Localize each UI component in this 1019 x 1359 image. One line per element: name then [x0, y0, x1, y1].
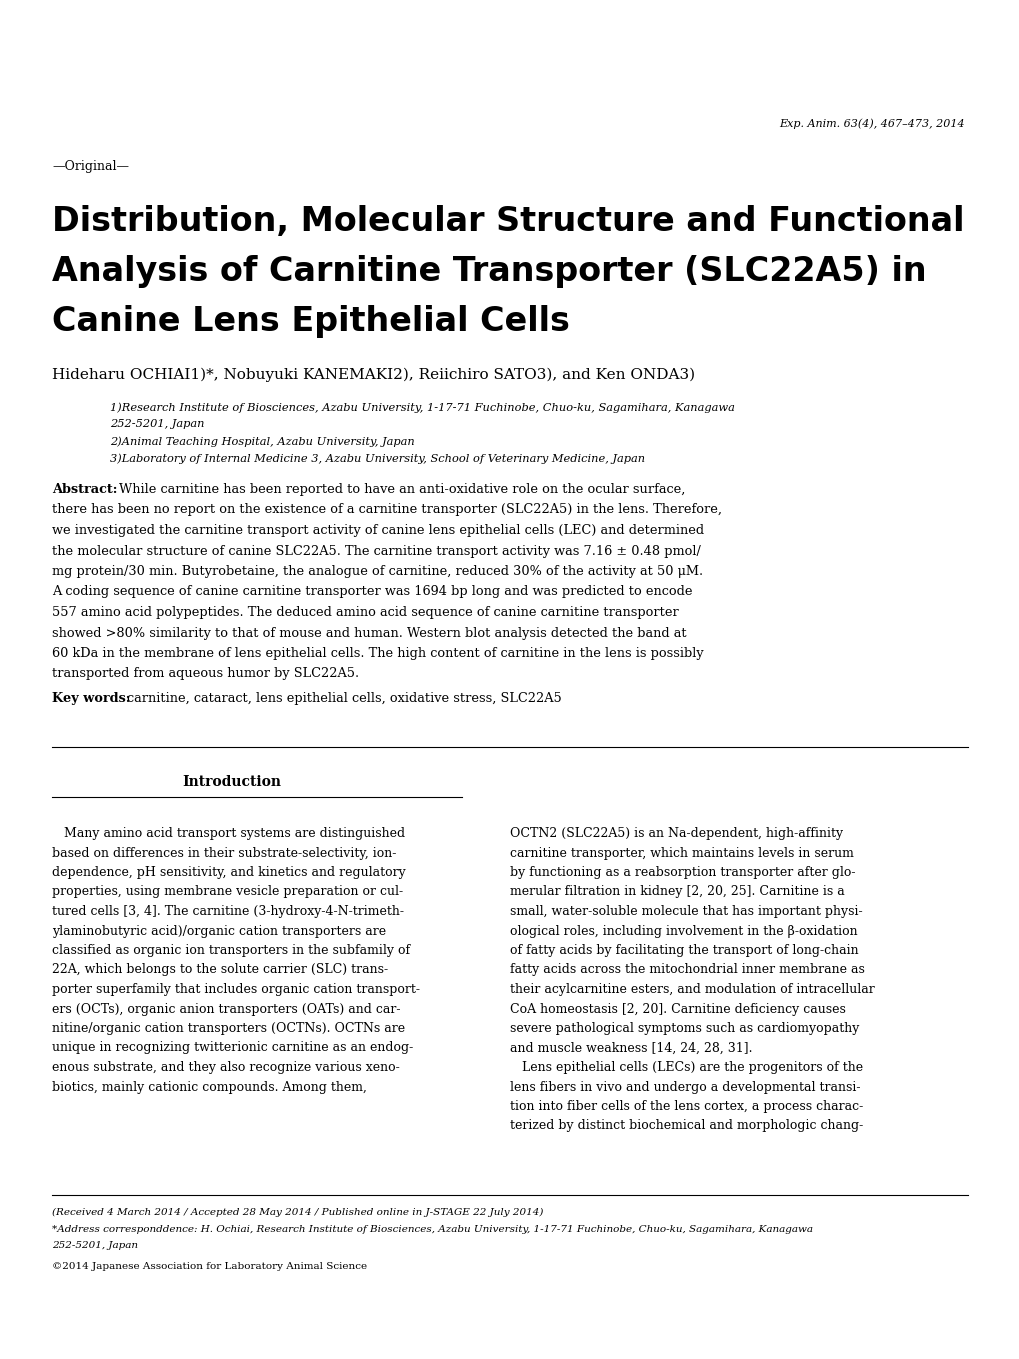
Text: While carnitine has been reported to have an anti-oxidative role on the ocular s: While carnitine has been reported to hav… — [119, 482, 685, 496]
Text: nitine/organic cation transporters (OCTNs). OCTNs are: nitine/organic cation transporters (OCTN… — [52, 1022, 405, 1036]
Text: based on differences in their substrate-selectivity, ion-: based on differences in their substrate-… — [52, 847, 396, 859]
Text: Exp. Anim. 63(4), 467–473, 2014: Exp. Anim. 63(4), 467–473, 2014 — [779, 118, 964, 129]
Text: mg protein/30 min. Butyrobetaine, the analogue of carnitine, reduced 30% of the : mg protein/30 min. Butyrobetaine, the an… — [52, 565, 702, 578]
Text: Lens epithelial cells (LECs) are the progenitors of the: Lens epithelial cells (LECs) are the pro… — [510, 1061, 862, 1074]
Text: 252-5201, Japan: 252-5201, Japan — [52, 1241, 138, 1250]
Text: Many amino acid transport systems are distinguished: Many amino acid transport systems are di… — [52, 828, 405, 840]
Text: the molecular structure of canine SLC22A5. The carnitine transport activity was : the molecular structure of canine SLC22A… — [52, 545, 700, 557]
Text: porter superfamily that includes organic cation transport-: porter superfamily that includes organic… — [52, 983, 420, 996]
Text: —Original—: —Original— — [52, 160, 128, 173]
Text: ological roles, including involvement in the β-oxidation: ological roles, including involvement in… — [510, 924, 857, 938]
Text: properties, using membrane vesicle preparation or cul-: properties, using membrane vesicle prepa… — [52, 886, 403, 898]
Text: showed >80% similarity to that of mouse and human. Western blot analysis detecte: showed >80% similarity to that of mouse … — [52, 626, 686, 640]
Text: unique in recognizing twitterionic carnitine as an endog-: unique in recognizing twitterionic carni… — [52, 1041, 413, 1055]
Text: tion into fiber cells of the lens cortex, a process charac-: tion into fiber cells of the lens cortex… — [510, 1099, 862, 1113]
Text: of fatty acids by facilitating the transport of long-chain: of fatty acids by facilitating the trans… — [510, 945, 858, 957]
Text: Analysis of Carnitine Transporter (SLC22A5) in: Analysis of Carnitine Transporter (SLC22… — [52, 255, 925, 288]
Text: Canine Lens Epithelial Cells: Canine Lens Epithelial Cells — [52, 304, 570, 338]
Text: 22A, which belongs to the solute carrier (SLC) trans-: 22A, which belongs to the solute carrier… — [52, 964, 388, 977]
Text: 60 kDa in the membrane of lens epithelial cells. The high content of carnitine i: 60 kDa in the membrane of lens epithelia… — [52, 647, 703, 660]
Text: merular filtration in kidney [2, 20, 25]. Carnitine is a: merular filtration in kidney [2, 20, 25]… — [510, 886, 844, 898]
Text: 252-5201, Japan: 252-5201, Japan — [110, 419, 204, 429]
Text: 557 amino acid polypeptides. The deduced amino acid sequence of canine carnitine: 557 amino acid polypeptides. The deduced… — [52, 606, 678, 618]
Text: 3)Laboratory of Internal Medicine 3, Azabu University, School of Veterinary Medi: 3)Laboratory of Internal Medicine 3, Aza… — [110, 453, 644, 463]
Text: we investigated the carnitine transport activity of canine lens epithelial cells: we investigated the carnitine transport … — [52, 525, 703, 537]
Text: ers (OCTs), organic anion transporters (OATs) and car-: ers (OCTs), organic anion transporters (… — [52, 1003, 400, 1015]
Text: transported from aqueous humor by SLC22A5.: transported from aqueous humor by SLC22A… — [52, 667, 359, 681]
Text: Introduction: Introduction — [182, 775, 281, 790]
Text: (Received 4 March 2014 / Accepted 28 May 2014 / Published online in J-STAGE 22 J: (Received 4 March 2014 / Accepted 28 May… — [52, 1208, 543, 1218]
Text: Abstract:: Abstract: — [52, 482, 117, 496]
Text: small, water-soluble molecule that has important physi-: small, water-soluble molecule that has i… — [510, 905, 862, 917]
Text: CoA homeostasis [2, 20]. Carnitine deficiency causes: CoA homeostasis [2, 20]. Carnitine defic… — [510, 1003, 845, 1015]
Text: Hideharu OCHIAI1)*, Nobuyuki KANEMAKI2), Reiichiro SATO3), and Ken ONDA3): Hideharu OCHIAI1)*, Nobuyuki KANEMAKI2),… — [52, 368, 694, 382]
Text: terized by distinct biochemical and morphologic chang-: terized by distinct biochemical and morp… — [510, 1120, 862, 1132]
Text: enous substrate, and they also recognize various xeno-: enous substrate, and they also recognize… — [52, 1061, 399, 1074]
Text: classified as organic ion transporters in the subfamily of: classified as organic ion transporters i… — [52, 945, 410, 957]
Text: fatty acids across the mitochondrial inner membrane as: fatty acids across the mitochondrial inn… — [510, 964, 864, 977]
Text: tured cells [3, 4]. The carnitine (3-hydroxy-4-N-trimeth-: tured cells [3, 4]. The carnitine (3-hyd… — [52, 905, 404, 917]
Text: 1)Research Institute of Biosciences, Azabu University, 1-17-71 Fuchinobe, Chuo-k: 1)Research Institute of Biosciences, Aza… — [110, 402, 734, 413]
Text: *Address corresponddence: H. Ochiai, Research Institute of Biosciences, Azabu Un: *Address corresponddence: H. Ochiai, Res… — [52, 1224, 812, 1234]
Text: 2)Animal Teaching Hospital, Azabu University, Japan: 2)Animal Teaching Hospital, Azabu Univer… — [110, 436, 415, 447]
Text: lens fibers in vivo and undergo a developmental transi-: lens fibers in vivo and undergo a develo… — [510, 1080, 860, 1094]
Text: OCTN2 (SLC22A5) is an Na-dependent, high-affinity: OCTN2 (SLC22A5) is an Na-dependent, high… — [510, 828, 843, 840]
Text: dependence, pH sensitivity, and kinetics and regulatory: dependence, pH sensitivity, and kinetics… — [52, 866, 406, 879]
Text: their acylcarnitine esters, and modulation of intracellular: their acylcarnitine esters, and modulati… — [510, 983, 874, 996]
Text: by functioning as a reabsorption transporter after glo-: by functioning as a reabsorption transpo… — [510, 866, 855, 879]
Text: and muscle weakness [14, 24, 28, 31].: and muscle weakness [14, 24, 28, 31]. — [510, 1041, 752, 1055]
Text: there has been no report on the existence of a carnitine transporter (SLC22A5) i: there has been no report on the existenc… — [52, 503, 721, 516]
Text: carnitine, cataract, lens epithelial cells, oxidative stress, SLC22A5: carnitine, cataract, lens epithelial cel… — [127, 692, 561, 705]
Text: Distribution, Molecular Structure and Functional: Distribution, Molecular Structure and Fu… — [52, 205, 964, 238]
Text: carnitine transporter, which maintains levels in serum: carnitine transporter, which maintains l… — [510, 847, 853, 859]
Text: biotics, mainly cationic compounds. Among them,: biotics, mainly cationic compounds. Amon… — [52, 1080, 367, 1094]
Text: Key words:: Key words: — [52, 692, 130, 705]
Text: ylaminobutyric acid)/organic cation transporters are: ylaminobutyric acid)/organic cation tran… — [52, 924, 386, 938]
Text: ©2014 Japanese Association for Laboratory Animal Science: ©2014 Japanese Association for Laborator… — [52, 1263, 367, 1271]
Text: severe pathological symptoms such as cardiomyopathy: severe pathological symptoms such as car… — [510, 1022, 859, 1036]
Text: A coding sequence of canine carnitine transporter was 1694 bp long and was predi: A coding sequence of canine carnitine tr… — [52, 586, 692, 598]
